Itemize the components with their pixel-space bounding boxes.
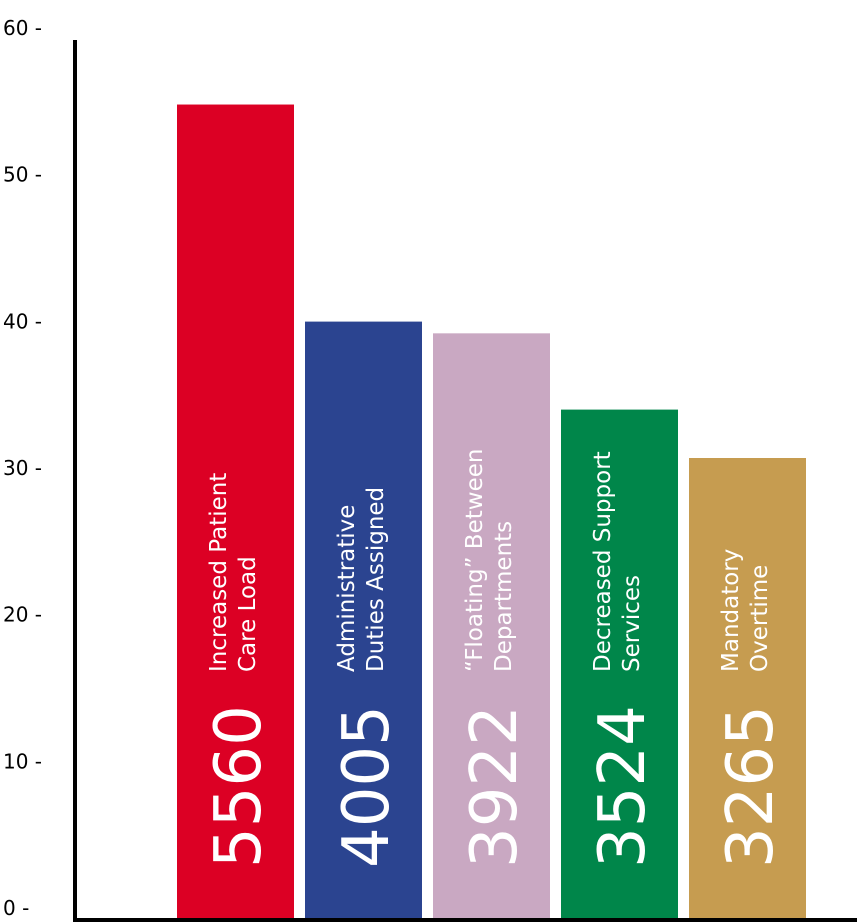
bar-group-4: 3265 Mandatory Overtime (689, 458, 806, 920)
bars: 5560 Increased Patient Care Load 4005 Admini… (177, 104, 806, 921)
bar-3 (561, 409, 678, 920)
bar-label-2-line-0: “Floating” Between (462, 449, 488, 672)
y-axis-ticks: 0 - 10 - 20 - 30 - 40 - 50 - 60 - (3, 16, 42, 920)
bar-value-2: 3922 (458, 705, 532, 868)
bar-label-1-line-1: Duties Assigned (363, 487, 389, 672)
bar-value-3: 3524 (586, 705, 660, 868)
bar-group-0: 5560 Increased Patient Care Load (177, 104, 294, 921)
y-tick-label-20: 20 - (3, 603, 42, 627)
y-tick-label-30: 30 - (3, 456, 42, 480)
bar-2 (433, 333, 550, 920)
bar-4 (689, 458, 806, 920)
bar-label-0-line-1: Care Load (235, 556, 261, 672)
bar-0 (177, 104, 294, 921)
bar-label-4-line-1: Overtime (747, 565, 773, 672)
bar-label-0-line-0: Increased Patient (206, 473, 232, 672)
y-tick-label-0: 0 - (3, 896, 29, 920)
bar-label-1-line-0: Administrative (334, 505, 360, 672)
y-tick-label-40: 40 - (3, 309, 42, 333)
bar-label-3-line-1: Services (619, 575, 645, 672)
bar-group-2: 3922 “Floating” Between Departments (433, 333, 550, 920)
y-tick-label-60: 60 - (3, 16, 42, 40)
bar-label-2-line-1: Departments (491, 521, 517, 672)
y-tick-label-50: 50 - (3, 163, 42, 187)
bar-label-4-line-0: Mandatory (718, 549, 744, 672)
bar-value-0: 5560 (202, 705, 276, 868)
bar-value-1: 4005 (330, 705, 404, 868)
y-tick-label-10: 10 - (3, 749, 42, 773)
bar-label-3-line-0: Decreased Support (590, 451, 616, 672)
bar-1 (305, 321, 422, 921)
bar-group-1: 4005 Administrative Duties Assigned (305, 321, 422, 921)
bar-group-3: 3524 Decreased Support Services (561, 409, 678, 920)
bar-value-4: 3265 (714, 705, 788, 868)
